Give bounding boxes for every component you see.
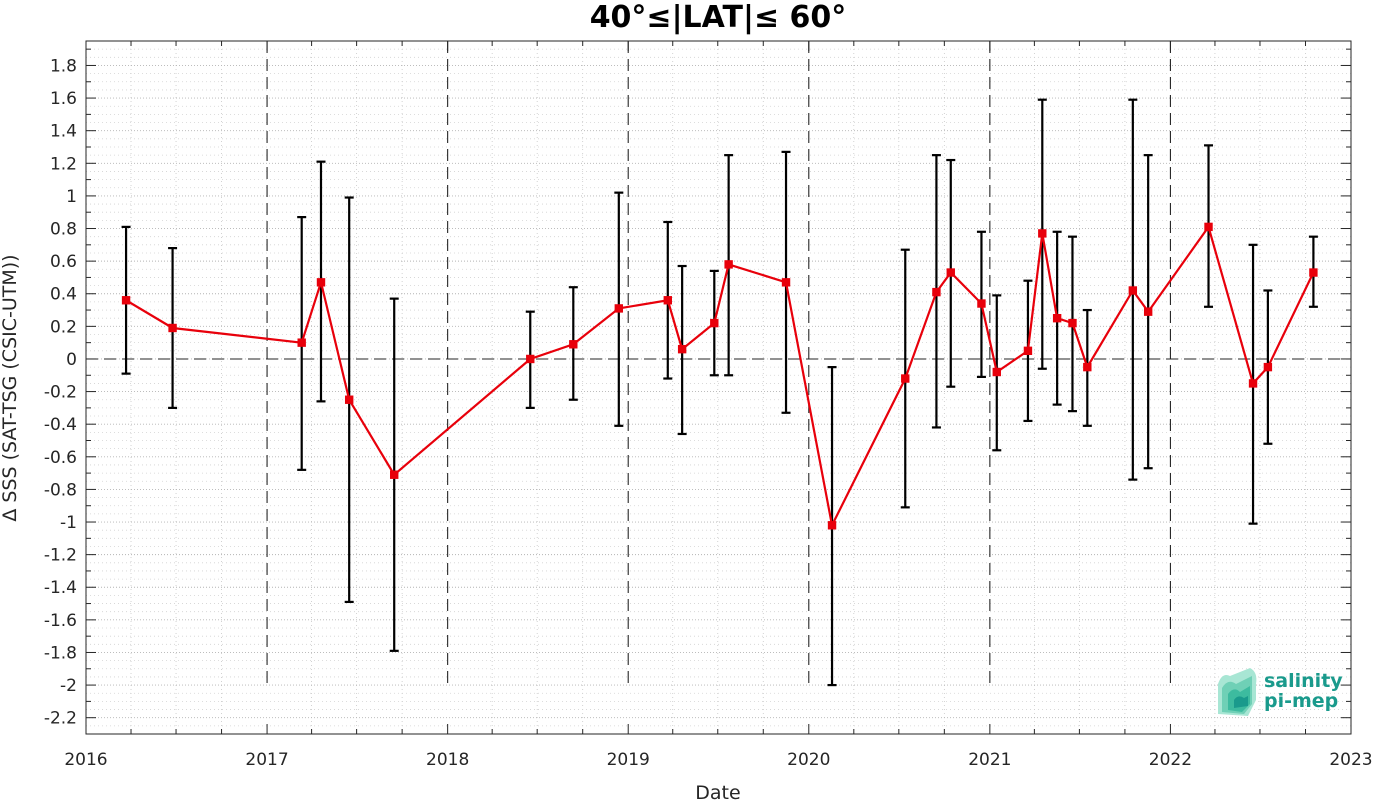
plot-frame (85, 40, 1352, 735)
y-tick-label: 1.6 (50, 89, 77, 109)
data-point (1068, 318, 1077, 328)
x-tick-label: 2018 (426, 750, 469, 770)
tick-marks (85, 41, 1352, 734)
year-separators (266, 41, 1171, 686)
y-tick-label: 0.6 (50, 252, 77, 272)
y-tick-label: -1.6 (44, 611, 77, 631)
minor-grid (86, 40, 1351, 734)
y-tick-label: -0.4 (44, 415, 77, 435)
y-tick-labels: 1.8 1.6 1.4 1.2 1 0.8 0.6 0.4 0.2 0 -0.2 -0.4 -0.6 -0… (44, 56, 77, 728)
y-tick-label: 1.8 (50, 56, 77, 76)
logo-line1: salinity (1264, 670, 1343, 692)
data-point (1083, 362, 1092, 372)
data-point (1143, 307, 1153, 316)
x-tick-label: 2023 (1329, 750, 1372, 770)
x-axis-label: Date (695, 782, 740, 801)
data-point (977, 299, 986, 308)
data-point (663, 296, 672, 305)
x-tick-label: 2020 (787, 750, 830, 770)
data-point (1038, 229, 1047, 238)
x-tick-label: 2021 (968, 750, 1011, 770)
x-tick-labels: 2016 2017 2018 2019 2020 2021 2022 2023 (64, 750, 1372, 770)
y-tick-label: -0.6 (44, 448, 77, 468)
major-grid (86, 65, 1351, 719)
logo-line2: pi-mep (1264, 690, 1338, 712)
data-point (526, 354, 535, 364)
y-tick-label: -0.2 (44, 383, 77, 403)
y-tick-label: 1 (66, 187, 77, 207)
data-point (390, 470, 399, 479)
data-point (992, 367, 1001, 377)
data-point (710, 318, 719, 328)
y-tick-label: -1.8 (44, 643, 77, 663)
data-point (1204, 222, 1213, 232)
data-point (1309, 268, 1318, 277)
wave-logo-icon (1218, 668, 1257, 716)
data-point (724, 260, 733, 269)
y-axis-label: Δ SSS (SAT-TSG (CSIC-UTM)) (0, 254, 21, 521)
data-point (827, 521, 837, 530)
data-point (781, 278, 791, 287)
y-tick-label: 0.2 (50, 317, 77, 337)
data-point (1248, 379, 1258, 388)
data-markers (121, 222, 1318, 530)
y-tick-label: 1.4 (50, 122, 77, 142)
data-point (932, 287, 941, 297)
y-tick-label: -1.4 (44, 578, 77, 598)
y-tick-label: -1 (60, 513, 77, 533)
data-point (168, 323, 177, 333)
y-tick-label: 0 (66, 350, 77, 370)
data-point (1128, 286, 1138, 295)
data-point (344, 395, 354, 404)
data-point (1023, 346, 1033, 356)
y-tick-label: 0.8 (50, 220, 77, 240)
data-point (297, 338, 306, 347)
data-point (677, 344, 687, 354)
data-point (614, 304, 624, 313)
y-tick-label: -0.8 (44, 480, 77, 500)
salinity-pi-mep-logo: salinity pi-mep (1218, 668, 1343, 716)
data-point (946, 268, 955, 277)
y-tick-label: 1.2 (50, 154, 77, 174)
data-point (1052, 314, 1062, 323)
y-tick-label: -2.2 (44, 709, 77, 729)
x-tick-label: 2022 (1149, 750, 1192, 770)
y-tick-label: -1.2 (44, 546, 77, 566)
y-tick-label: 0.4 (50, 285, 77, 305)
chart-title: 40°≤|LAT|≤ 60° (590, 0, 847, 35)
x-tick-label: 2016 (64, 750, 107, 770)
data-point (901, 374, 910, 383)
y-tick-label: -2 (60, 676, 77, 696)
data-point (1263, 362, 1273, 372)
x-tick-label: 2017 (245, 750, 288, 770)
data-point (121, 296, 131, 305)
data-point (316, 278, 326, 287)
data-point (569, 340, 578, 349)
x-tick-label: 2019 (607, 750, 650, 770)
